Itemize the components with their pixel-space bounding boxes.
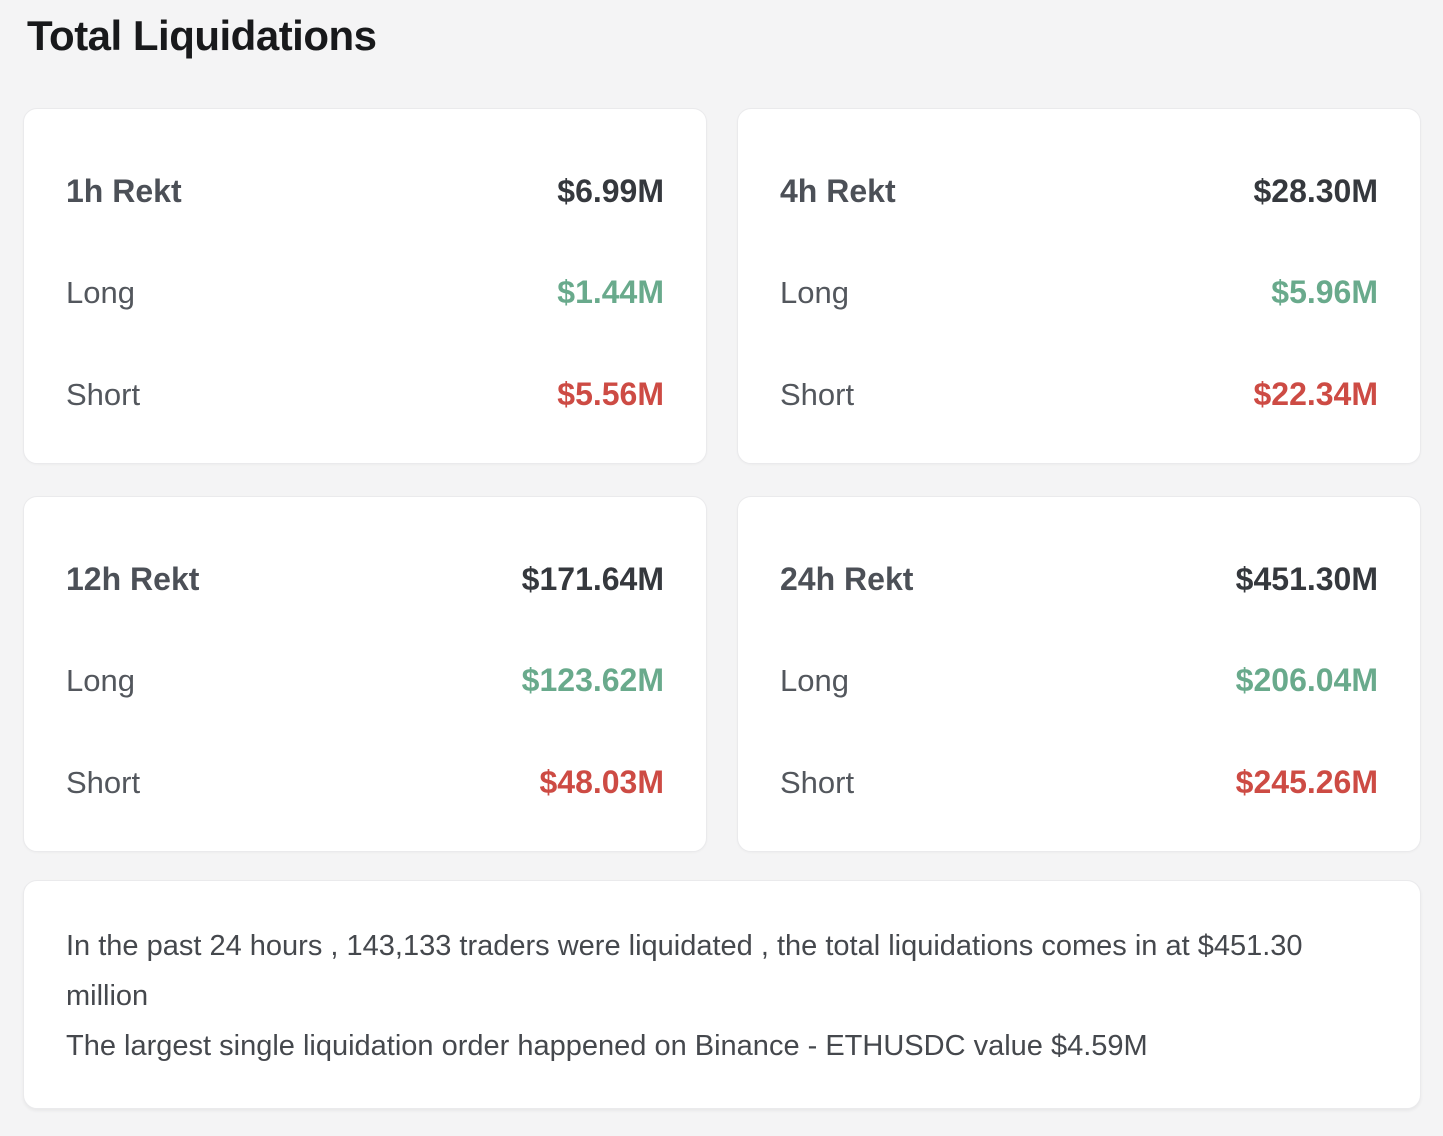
- short-label: Short: [780, 765, 855, 800]
- period-label: 1h Rekt: [66, 173, 182, 209]
- summary-sentence-1: In the past 24 hours , 143,133 traders w…: [66, 930, 1303, 1012]
- summary-sentence-2: The largest single liquidation order hap…: [66, 1030, 1148, 1062]
- period-label: 4h Rekt: [780, 173, 896, 209]
- period-label: 24h Rekt: [780, 561, 914, 597]
- short-label: Short: [66, 377, 141, 412]
- total-value: $171.64M: [521, 561, 664, 597]
- short-value: $48.03M: [539, 764, 664, 800]
- short-value: $5.56M: [557, 376, 664, 412]
- rekt-card-4h: 4h Rekt $28.30M Long $5.96M Short $22.34…: [737, 108, 1421, 464]
- long-label: Long: [66, 663, 135, 698]
- long-label: Long: [780, 275, 849, 310]
- short-label: Short: [66, 765, 141, 800]
- short-value: $245.26M: [1235, 764, 1378, 800]
- long-value: $123.62M: [521, 662, 664, 698]
- long-value: $206.04M: [1235, 662, 1378, 698]
- short-value: $22.34M: [1253, 376, 1378, 412]
- total-value: $28.30M: [1253, 173, 1378, 209]
- long-row: Long $5.96M: [780, 270, 1378, 315]
- total-value: $6.99M: [557, 173, 664, 209]
- rekt-cards-grid: 1h Rekt $6.99M Long $1.44M Short $5.56M …: [23, 108, 1421, 852]
- total-value: $451.30M: [1235, 561, 1378, 597]
- total-row: 12h Rekt $171.64M: [66, 557, 664, 601]
- total-row: 4h Rekt $28.30M: [780, 169, 1378, 213]
- page-title: Total Liquidations: [27, 12, 377, 59]
- total-row: 24h Rekt $451.30M: [780, 557, 1378, 601]
- total-row: 1h Rekt $6.99M: [66, 169, 664, 213]
- short-row: Short $5.56M: [66, 372, 664, 417]
- long-label: Long: [66, 275, 135, 310]
- period-label: 12h Rekt: [66, 561, 200, 597]
- rekt-card-1h: 1h Rekt $6.99M Long $1.44M Short $5.56M: [23, 108, 707, 464]
- rekt-card-12h: 12h Rekt $171.64M Long $123.62M Short $4…: [23, 496, 707, 852]
- rekt-card-24h: 24h Rekt $451.30M Long $206.04M Short $2…: [737, 496, 1421, 852]
- short-row: Short $22.34M: [780, 372, 1378, 417]
- long-row: Long $123.62M: [66, 658, 664, 703]
- summary-box: In the past 24 hours , 143,133 traders w…: [23, 880, 1421, 1109]
- short-label: Short: [780, 377, 855, 412]
- short-row: Short $48.03M: [66, 760, 664, 805]
- long-label: Long: [780, 663, 849, 698]
- short-row: Short $245.26M: [780, 760, 1378, 805]
- long-row: Long $1.44M: [66, 270, 664, 315]
- long-row: Long $206.04M: [780, 658, 1378, 703]
- long-value: $5.96M: [1271, 274, 1378, 310]
- long-value: $1.44M: [557, 274, 664, 310]
